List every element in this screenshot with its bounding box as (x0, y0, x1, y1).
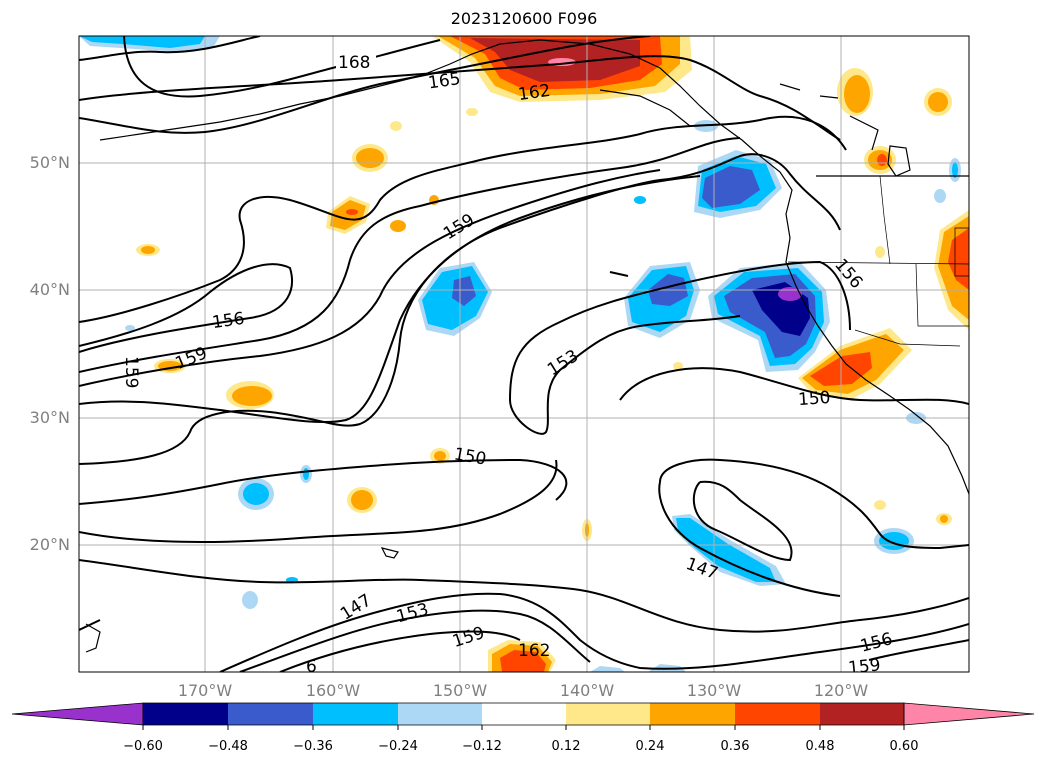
contour-label: 159 (173, 343, 211, 374)
lon-tick-label: 170°W (177, 681, 233, 700)
colorbar-tick-label: 0.12 (551, 739, 581, 754)
colorbar-swatch (228, 703, 313, 725)
colorbar-tick-label: 0.36 (720, 739, 750, 754)
contour-label: 165 (427, 69, 462, 93)
coastlines (85, 39, 969, 653)
colorbar-swatch (143, 703, 228, 725)
shaded-anomalies (79, 36, 969, 672)
colorbar-tick-label: −0.36 (293, 739, 333, 754)
colorbar-tick-label: −0.12 (462, 739, 502, 754)
contour-label: 153 (544, 346, 582, 380)
lat-tick-label: 20°N (29, 535, 70, 554)
colorbar-swatch (820, 703, 904, 725)
contour-label: 6 (306, 657, 317, 677)
contour-label: 159 (121, 356, 141, 388)
contour-label: 168 (338, 53, 370, 73)
colorbar-swatch (482, 703, 566, 725)
lat-tick-label: 30°N (29, 408, 70, 427)
contour-label: 162 (517, 81, 552, 105)
lon-tick-label: 130°W (686, 681, 742, 700)
contour-label: 159 (440, 210, 478, 244)
colorbar-extend-high (903, 702, 1035, 726)
colorbar-tick-label: −0.24 (378, 739, 418, 754)
lat-tick-label: 40°N (29, 280, 70, 299)
lat-tick-label: 50°N (29, 153, 70, 172)
lon-tick-label: 150°W (432, 681, 488, 700)
contour-label: 150 (452, 444, 487, 469)
colorbar-swatch (313, 703, 398, 725)
map-gridlines (79, 36, 969, 672)
contour-label: 150 (797, 388, 831, 410)
contour-label: 156 (211, 309, 246, 333)
colorbar-extend-low (11, 702, 144, 726)
colorbar-swatch (398, 703, 482, 725)
lon-tick-label: 160°W (305, 681, 361, 700)
lon-tick-label: 120°W (813, 681, 869, 700)
colorbar-tick-label: −0.48 (208, 739, 248, 754)
contour-label: 156 (858, 629, 895, 657)
colorbar-tick-label: 0.60 (889, 739, 919, 754)
height-contours (79, 36, 969, 672)
colorbar-tick-label: 0.48 (805, 739, 835, 754)
colorbar-swatch (650, 703, 735, 725)
colorbar-tick-label: 0.24 (635, 739, 665, 754)
colorbar-tick-label: −0.60 (123, 739, 163, 754)
contour-label: 156 (830, 255, 866, 293)
contour-label: 159 (450, 623, 487, 652)
map-field: 168 165 162 159 156 159 159 153 156 150 … (79, 36, 969, 678)
contour-label: 162 (518, 641, 550, 661)
contour-label: 153 (394, 600, 431, 628)
colorbar-swatch (566, 703, 650, 725)
colorbar (11, 702, 1035, 730)
lon-tick-label: 140°W (559, 681, 615, 700)
map-frame (78, 35, 970, 673)
colorbar-swatch (735, 703, 820, 725)
map-title: 2023120600 F096 (450, 9, 598, 28)
contour-label: 159 (847, 655, 881, 678)
contour-label: 147 (337, 590, 375, 624)
